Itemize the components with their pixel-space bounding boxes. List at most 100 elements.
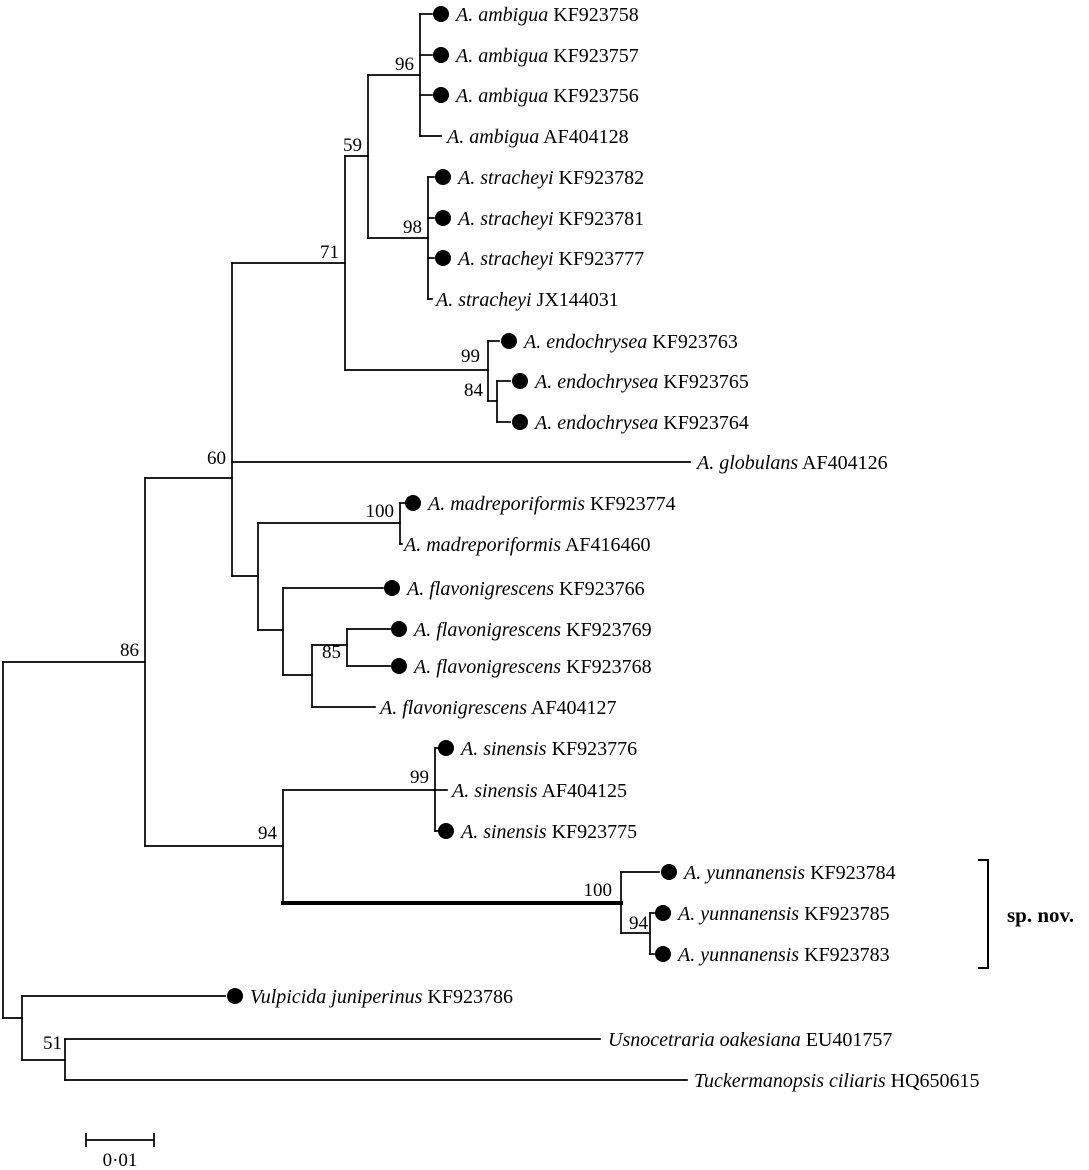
accession-number: KF923757 bbox=[548, 45, 639, 67]
sequenced-specimen-dot bbox=[384, 580, 400, 596]
bootstrap-value: 99 bbox=[410, 767, 429, 788]
accession-number: KF923781 bbox=[554, 208, 645, 230]
taxon-name: A. yunnanensis bbox=[682, 862, 805, 884]
bootstrap-value: 100 bbox=[584, 880, 613, 901]
taxon-label: A. endochrysea KF923763 bbox=[522, 331, 738, 353]
taxon-label: A. stracheyi KF923782 bbox=[456, 167, 644, 189]
taxon-label: A. madreporiformis AF416460 bbox=[402, 534, 651, 556]
taxon-name: Tuckermanopsis ciliaris bbox=[694, 1070, 886, 1092]
taxon-name: A. stracheyi bbox=[456, 248, 554, 270]
taxon-label: A. sinensis KF923776 bbox=[459, 738, 637, 760]
taxon-label: A. ambigua AF404128 bbox=[445, 126, 629, 148]
accession-number: KF923763 bbox=[647, 331, 738, 353]
taxon-label: A. ambigua KF923758 bbox=[454, 4, 639, 26]
sequenced-specimen-dot bbox=[435, 169, 451, 185]
accession-number: KF923766 bbox=[554, 578, 645, 600]
sequenced-specimen-dot bbox=[435, 250, 451, 266]
sequenced-specimen-dot bbox=[433, 87, 449, 103]
accession-number: KF923774 bbox=[585, 493, 676, 515]
taxon-name: Vulpicida juniperinus bbox=[250, 986, 423, 1008]
bootstrap-value: 100 bbox=[366, 501, 395, 522]
taxon-name: A. endochrysea bbox=[522, 331, 647, 353]
bootstrap-value: 96 bbox=[395, 54, 414, 75]
bootstrap-value: 60 bbox=[207, 448, 226, 469]
taxon-label: A. stracheyi JX144031 bbox=[434, 289, 619, 311]
taxon-name: A. endochrysea bbox=[533, 371, 658, 393]
scale-bar-label: 0·01 bbox=[103, 1150, 138, 1170]
sequenced-specimen-dot bbox=[661, 864, 677, 880]
taxon-name: A. yunnanensis bbox=[676, 903, 799, 925]
taxon-name: A. stracheyi bbox=[456, 167, 554, 189]
taxon-label: Tuckermanopsis ciliaris HQ650615 bbox=[694, 1070, 980, 1092]
taxon-name: A. flavonigrescens bbox=[412, 656, 561, 678]
accession-number: KF923758 bbox=[548, 4, 639, 26]
taxon-label: A. ambigua KF923756 bbox=[454, 85, 639, 107]
accession-number: KF923768 bbox=[561, 656, 652, 678]
taxon-name: A. yunnanensis bbox=[676, 944, 799, 966]
accession-number: KF923786 bbox=[422, 986, 513, 1008]
taxon-name: A. sinensis bbox=[459, 821, 547, 843]
bootstrap-value: 51 bbox=[43, 1033, 62, 1054]
accession-number: EU401757 bbox=[801, 1029, 893, 1051]
bootstrap-value: 71 bbox=[320, 242, 339, 263]
taxon-name: A. globulans bbox=[695, 452, 798, 474]
bootstrap-value: 86 bbox=[120, 640, 139, 661]
taxon-name: A. ambigua bbox=[454, 4, 548, 26]
taxon-name: A. madreporiformis bbox=[402, 534, 561, 556]
taxon-name: A. sinensis bbox=[450, 780, 538, 802]
accession-number: AF404126 bbox=[798, 452, 887, 474]
taxon-label: A. stracheyi KF923777 bbox=[456, 248, 644, 270]
sequenced-specimen-dot bbox=[433, 47, 449, 63]
accession-number: KF923783 bbox=[799, 944, 890, 966]
accession-number: AF404127 bbox=[527, 697, 616, 719]
taxon-label: A. flavonigrescens KF923768 bbox=[412, 656, 652, 678]
sequenced-specimen-dot bbox=[438, 740, 454, 756]
sequenced-specimen-dot bbox=[501, 333, 517, 349]
taxon-name: A. sinensis bbox=[459, 738, 547, 760]
taxon-label: A. yunnanensis KF923783 bbox=[676, 944, 890, 966]
sequenced-specimen-dot bbox=[655, 946, 671, 962]
bootstrap-value: 98 bbox=[403, 217, 422, 238]
taxon-name: A. ambigua bbox=[454, 45, 548, 67]
taxon-label: A. yunnanensis KF923785 bbox=[676, 903, 890, 925]
sequenced-specimen-dot bbox=[227, 988, 243, 1004]
taxon-name: A. flavonigrescens bbox=[412, 619, 561, 641]
accession-number: KF923756 bbox=[548, 85, 639, 107]
taxon-name: A. flavonigrescens bbox=[378, 697, 527, 719]
taxon-label: A. endochrysea KF923764 bbox=[533, 412, 749, 434]
taxon-name: A. endochrysea bbox=[533, 412, 658, 434]
taxon-name: Usnocetraria oakesiana bbox=[608, 1029, 801, 1051]
taxon-name: A. ambigua bbox=[445, 126, 539, 148]
taxon-label: A. flavonigrescens AF404127 bbox=[378, 697, 616, 719]
sequenced-specimen-dot bbox=[655, 905, 671, 921]
accession-number: KF923765 bbox=[658, 371, 749, 393]
accession-number: KF923784 bbox=[805, 862, 896, 884]
sequenced-specimen-dot bbox=[405, 495, 421, 511]
accession-number: KF923775 bbox=[547, 821, 638, 843]
taxon-label: A. yunnanensis KF923784 bbox=[682, 862, 896, 884]
bootstrap-value: 94 bbox=[629, 913, 649, 934]
accession-number: AF404125 bbox=[538, 780, 627, 802]
sp-nov-bracket bbox=[978, 859, 989, 969]
accession-number: KF923769 bbox=[561, 619, 652, 641]
sequenced-specimen-dot bbox=[433, 6, 449, 22]
taxon-label: Vulpicida juniperinus KF923786 bbox=[250, 986, 513, 1008]
accession-number: HQ650615 bbox=[886, 1070, 980, 1092]
bootstrap-value: 94 bbox=[258, 823, 278, 844]
sequenced-specimen-dot bbox=[391, 621, 407, 637]
taxon-name: A. madreporiformis bbox=[426, 493, 585, 515]
taxon-label: A. ambigua KF923757 bbox=[454, 45, 639, 67]
bootstrap-value: 59 bbox=[343, 135, 362, 156]
accession-number: AF404128 bbox=[539, 126, 628, 148]
sp-nov-label: sp. nov. bbox=[1007, 903, 1074, 927]
bootstrap-value: 85 bbox=[322, 642, 341, 663]
bootstrap-value: 99 bbox=[461, 346, 480, 367]
taxon-name: A. flavonigrescens bbox=[405, 578, 554, 600]
taxon-label: A. flavonigrescens KF923769 bbox=[412, 619, 652, 641]
taxon-label: Usnocetraria oakesiana EU401757 bbox=[608, 1029, 892, 1051]
taxon-label: A. flavonigrescens KF923766 bbox=[405, 578, 645, 600]
taxon-label: A. sinensis AF404125 bbox=[450, 780, 627, 802]
taxon-label: A. sinensis KF923775 bbox=[459, 821, 637, 843]
